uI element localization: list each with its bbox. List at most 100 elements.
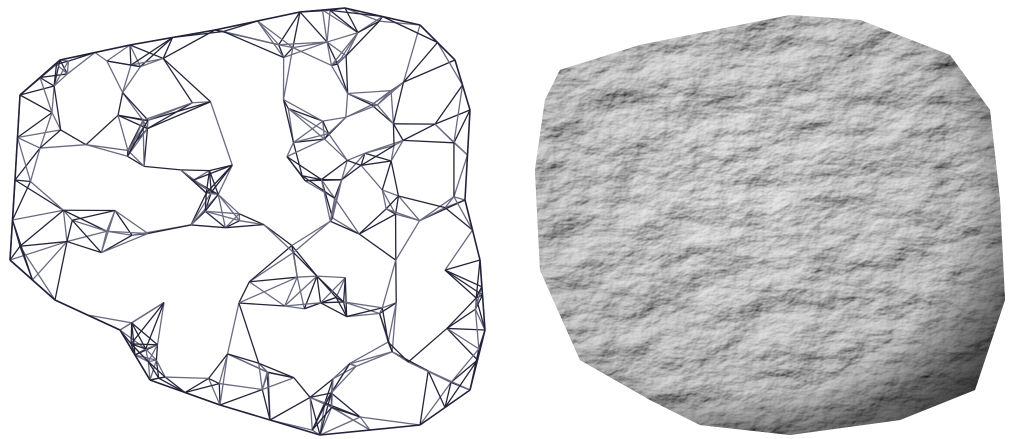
mesh-edge bbox=[292, 11, 301, 48]
mesh-edge bbox=[51, 86, 55, 113]
mesh-edge bbox=[359, 416, 371, 431]
mesh-edge bbox=[114, 210, 133, 236]
mesh-edge bbox=[119, 329, 151, 381]
mesh-edge bbox=[39, 73, 68, 79]
mesh-edge bbox=[360, 416, 421, 426]
mesh-edge bbox=[39, 112, 53, 149]
mesh-edge bbox=[464, 199, 481, 261]
mesh-edge bbox=[145, 348, 149, 362]
mesh-edge bbox=[72, 219, 107, 232]
mesh-edge bbox=[62, 210, 68, 242]
mesh-edge bbox=[346, 307, 383, 318]
mesh-edge bbox=[319, 416, 361, 436]
mesh-edge bbox=[145, 344, 158, 350]
mesh-edge bbox=[390, 90, 395, 124]
mesh-edge bbox=[379, 20, 421, 26]
mesh-edge bbox=[444, 196, 455, 209]
mesh-edge bbox=[316, 275, 345, 303]
mesh-edge bbox=[53, 60, 69, 87]
mesh-edge bbox=[147, 224, 192, 235]
mesh-edge bbox=[14, 94, 21, 181]
mesh-edge bbox=[156, 302, 165, 345]
mesh-edge bbox=[219, 388, 263, 406]
mesh-edge bbox=[130, 57, 164, 66]
mesh-edge bbox=[299, 11, 328, 43]
mesh-edge bbox=[127, 155, 145, 167]
mesh-edge bbox=[284, 305, 305, 310]
mesh-edge bbox=[434, 123, 455, 144]
mesh-edge bbox=[344, 277, 348, 317]
mesh-edge bbox=[382, 15, 438, 44]
mesh-edge bbox=[391, 302, 397, 352]
mesh-edge bbox=[301, 175, 336, 199]
mesh-edge bbox=[126, 120, 144, 157]
mesh-edge bbox=[474, 309, 480, 349]
mesh-edge bbox=[378, 313, 393, 352]
mesh-edge bbox=[204, 194, 219, 212]
mesh-edge bbox=[165, 376, 209, 380]
mesh-edge bbox=[134, 354, 157, 361]
mesh-edge bbox=[446, 308, 476, 329]
mesh-edge bbox=[390, 140, 404, 162]
mesh-edge bbox=[284, 302, 321, 307]
mesh-edge bbox=[248, 245, 293, 283]
mesh-edge bbox=[101, 234, 133, 254]
mesh-edge bbox=[286, 142, 295, 157]
mesh-edge bbox=[66, 61, 70, 74]
mesh-edge bbox=[121, 64, 132, 93]
mesh-edge bbox=[357, 20, 380, 34]
mesh-edge bbox=[316, 275, 346, 279]
mesh-edge bbox=[184, 382, 220, 394]
mesh-edge bbox=[296, 277, 306, 309]
mesh-edge bbox=[444, 382, 452, 408]
mesh-edge bbox=[164, 376, 186, 394]
mesh-edge bbox=[63, 209, 108, 232]
mesh-edge bbox=[479, 259, 486, 331]
mesh-edge bbox=[319, 407, 333, 436]
mesh-edge bbox=[147, 344, 159, 362]
mesh-edge bbox=[208, 377, 220, 385]
mesh-edge bbox=[261, 372, 269, 390]
mesh-edge bbox=[360, 144, 395, 166]
mesh-edge bbox=[335, 277, 346, 298]
mesh-edge bbox=[114, 210, 149, 235]
mesh-edge bbox=[381, 160, 392, 191]
mesh-edge bbox=[60, 129, 87, 146]
mesh-edge bbox=[14, 179, 64, 211]
mesh-edge bbox=[148, 359, 157, 363]
mesh-edge bbox=[402, 42, 438, 83]
mesh-edge bbox=[419, 370, 429, 426]
mesh-edge bbox=[346, 152, 366, 162]
mesh-edge bbox=[223, 30, 284, 59]
mesh-edge bbox=[382, 189, 399, 197]
mesh-edge bbox=[358, 208, 387, 235]
mesh-edge bbox=[394, 195, 400, 215]
mesh-edge bbox=[297, 275, 317, 278]
mesh-edge bbox=[130, 343, 149, 363]
mesh-edge bbox=[407, 327, 448, 363]
mesh-edge bbox=[59, 44, 131, 61]
mesh-edge bbox=[385, 208, 420, 222]
mesh-edge bbox=[217, 194, 227, 228]
mesh-edge bbox=[381, 189, 387, 209]
mesh-edge bbox=[446, 297, 477, 329]
mesh-edge bbox=[364, 152, 392, 162]
mesh-edge bbox=[39, 77, 53, 113]
mesh-edge bbox=[227, 353, 269, 374]
mesh-edge bbox=[336, 63, 349, 94]
mesh-edge bbox=[371, 104, 394, 125]
mesh-edge bbox=[155, 359, 166, 378]
mesh-edge bbox=[444, 229, 474, 271]
mesh-edge bbox=[238, 302, 285, 307]
mesh-edge bbox=[162, 29, 216, 60]
mesh-edge bbox=[261, 389, 271, 421]
mesh-edge bbox=[282, 47, 294, 100]
mesh-edge bbox=[320, 277, 346, 304]
mesh-edge bbox=[321, 9, 328, 43]
mesh-edge bbox=[190, 224, 226, 229]
mesh-edge bbox=[450, 359, 478, 383]
mesh-edge bbox=[311, 406, 333, 431]
mesh-edge bbox=[376, 104, 394, 125]
mesh-edge bbox=[345, 20, 380, 57]
